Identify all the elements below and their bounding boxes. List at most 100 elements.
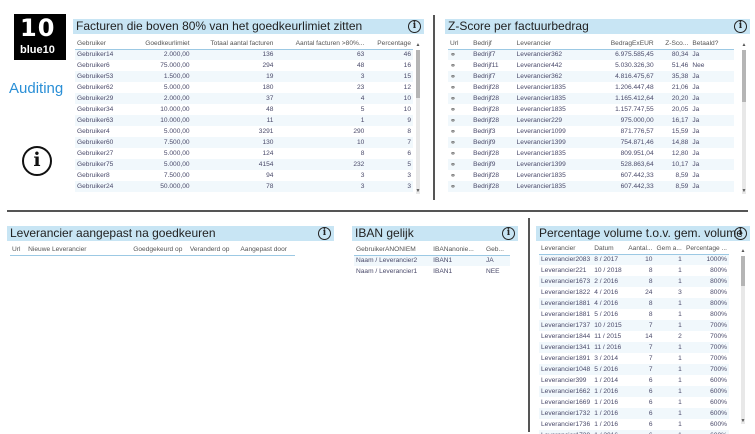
table-row[interactable]: ⚭ Bedrijf28 Leverancier1835 809.951,04 12,80… xyxy=(448,148,734,159)
table-row[interactable]: ⚭ Bedrijf9 Leverancier1399 528.863,64 10,17 J… xyxy=(448,159,734,170)
link-icon[interactable]: ⚭ xyxy=(448,126,472,137)
scrollbar-thumb[interactable] xyxy=(742,50,746,102)
table-row[interactable]: Gebruiker75 5.000,00 4154 232 5 xyxy=(75,159,413,170)
table-row[interactable]: Gebruiker14 2.000,00 136 63 46 xyxy=(75,49,413,60)
table-row[interactable]: Leverancier1662 1 / 2016 6 1 600% xyxy=(539,386,729,397)
info-icon[interactable]: i xyxy=(318,227,331,240)
info-icon[interactable]: i xyxy=(22,146,52,176)
table-row[interactable]: Leverancier1822 4 / 2016 24 3 800% xyxy=(539,287,729,298)
table-row[interactable]: Gebruiker60 7.500,00 130 10 7 xyxy=(75,137,413,148)
info-icon[interactable]: i xyxy=(502,227,515,240)
link-icon[interactable]: ⚭ xyxy=(448,148,472,159)
table-row[interactable]: ⚭ Bedrijf3 Leverancier1099 871.776,57 15,59 J… xyxy=(448,126,734,137)
column-header[interactable]: Percentage ... xyxy=(683,243,729,255)
table-row[interactable]: Gebruiker27 5.000,00 124 8 6 xyxy=(75,148,413,159)
table-row[interactable]: Leverancier221 10 / 2018 8 1 800% xyxy=(539,265,729,276)
table-row[interactable]: Gebruiker62 5.000,00 180 23 12 xyxy=(75,82,413,93)
vertical-scrollbar[interactable] xyxy=(741,256,745,424)
table-row[interactable]: Naam / Leverancier1 IBAN1 NEE xyxy=(354,266,510,277)
table-row[interactable]: Gebruiker63 10.000,00 11 1 9 xyxy=(75,115,413,126)
table-row[interactable]: Leverancier1737 10 / 2015 7 1 700% xyxy=(539,320,729,331)
table-row[interactable]: ⚭ Bedrijf28 Leverancier1835 1.165.412,64 20,… xyxy=(448,93,734,104)
table-row[interactable]: Gebruiker8 7.500,00 94 3 3 xyxy=(75,170,413,181)
table-row[interactable]: ⚭ Bedrijf28 Leverancier1835 1.157.747,55 20,… xyxy=(448,104,734,115)
table-row[interactable]: Gebruiker29 2.000,00 37 4 10 xyxy=(75,93,413,104)
column-header[interactable]: Url xyxy=(448,38,472,50)
table-row[interactable]: Leverancier1736 1 / 2016 6 1 600% xyxy=(539,419,729,430)
column-header[interactable]: Aantal facturen >80%... xyxy=(275,38,367,50)
column-header[interactable]: Betaald? xyxy=(690,38,734,50)
column-header[interactable]: Url xyxy=(10,244,27,256)
column-header[interactable]: Totaal aantal facturen xyxy=(191,38,276,50)
column-header[interactable]: Goedgekeurd op xyxy=(131,244,188,256)
column-header[interactable]: Nieuwe Leverancier xyxy=(26,244,132,256)
link-icon[interactable]: ⚭ xyxy=(448,71,472,82)
table-row[interactable]: Leverancier2083 8 / 2017 10 1 1000% xyxy=(539,254,729,265)
scrollbar-thumb[interactable] xyxy=(741,256,745,286)
table-row[interactable]: ⚭ Bedrijf11 Leverancier442 5.030.326,30 51,4… xyxy=(448,60,734,71)
table-row[interactable]: Gebruiker4 5.000,00 3291 290 8 xyxy=(75,126,413,137)
scroll-down-arrow[interactable]: ▼ xyxy=(740,418,746,424)
vertical-scrollbar[interactable] xyxy=(742,50,746,194)
table-row[interactable]: ⚭ Bedrijf7 Leverancier362 6.975.585,45 80,34… xyxy=(448,49,734,60)
table-row[interactable]: Leverancier1669 1 / 2016 6 1 600% xyxy=(539,397,729,408)
table-row[interactable]: Leverancier399 1 / 2014 6 1 600% xyxy=(539,375,729,386)
table-row[interactable]: Leverancier1844 11 / 2015 14 2 700% xyxy=(539,331,729,342)
column-header[interactable]: BedragExEUR xyxy=(588,38,656,50)
scroll-up-arrow[interactable]: ▲ xyxy=(741,42,747,48)
link-icon[interactable]: ⚭ xyxy=(448,159,472,170)
info-icon[interactable]: i xyxy=(734,227,747,240)
column-header[interactable]: Gebruiker xyxy=(75,38,127,50)
table-row[interactable]: Leverancier1048 5 / 2016 7 1 700% xyxy=(539,364,729,375)
column-header[interactable]: Leverancier xyxy=(514,38,589,50)
table-row[interactable]: ⚭ Bedrijf9 Leverancier1399 754.871,46 14,88 J… xyxy=(448,137,734,148)
column-header[interactable]: Geb... xyxy=(483,244,510,256)
column-header[interactable]: GebruikerANONIEM xyxy=(354,244,432,256)
scroll-up-arrow[interactable]: ▲ xyxy=(740,248,746,254)
column-header[interactable]: Veranderd op xyxy=(187,244,239,256)
column-header[interactable]: Percentage xyxy=(366,38,413,50)
table-row[interactable]: Leverancier1891 3 / 2014 7 1 700% xyxy=(539,353,729,364)
table-row[interactable]: Leverancier1881 4 / 2016 8 1 800% xyxy=(539,298,729,309)
link-icon[interactable]: ⚭ xyxy=(448,93,472,104)
column-header[interactable]: Datum xyxy=(592,243,627,255)
table-row[interactable]: ⚭ Bedrijf28 Leverancier229 975.000,00 16,17 J… xyxy=(448,115,734,126)
link-icon[interactable]: ⚭ xyxy=(448,170,472,181)
info-icon[interactable]: i xyxy=(408,20,421,33)
table-row[interactable]: ⚭ Bedrijf28 Leverancier1835 1.206.447,48 21,… xyxy=(448,82,734,93)
column-header[interactable]: Gem a... xyxy=(654,243,684,255)
table-row[interactable]: Leverancier1673 2 / 2016 8 1 800% xyxy=(539,276,729,287)
vertical-scrollbar[interactable] xyxy=(416,50,420,194)
table-row[interactable]: ⚭ Bedrijf28 Leverancier1835 607.442,33 8,59 J… xyxy=(448,181,734,192)
link-icon[interactable]: ⚭ xyxy=(448,49,472,60)
column-header[interactable]: Z-Sco... xyxy=(655,38,691,50)
link-icon[interactable]: ⚭ xyxy=(448,181,472,192)
table-row[interactable]: Leverancier1881 5 / 2016 8 1 800% xyxy=(539,309,729,320)
table-row[interactable]: Gebruiker34 10.000,00 48 5 10 xyxy=(75,104,413,115)
scroll-down-arrow[interactable]: ▼ xyxy=(741,188,747,194)
info-icon[interactable]: i xyxy=(734,20,747,33)
link-icon[interactable]: ⚭ xyxy=(448,137,472,148)
link-icon[interactable]: ⚭ xyxy=(448,82,472,93)
column-header[interactable]: Aantal... xyxy=(626,243,655,255)
table-row[interactable]: Gebruiker6 75.000,00 294 48 16 xyxy=(75,60,413,71)
scrollbar-thumb[interactable] xyxy=(416,50,420,98)
table-row[interactable]: ⚭ Bedrijf28 Leverancier1835 607.442,33 8,59 J… xyxy=(448,170,734,181)
link-icon[interactable]: ⚭ xyxy=(448,104,472,115)
scroll-up-arrow[interactable]: ▲ xyxy=(415,42,421,48)
column-header[interactable]: Leverancier xyxy=(539,243,593,255)
scroll-down-arrow[interactable]: ▼ xyxy=(415,188,421,194)
link-icon[interactable]: ⚭ xyxy=(448,115,472,126)
table-row[interactable]: Leverancier1732 1 / 2016 6 1 600% xyxy=(539,408,729,419)
table-row[interactable]: Leverancier1341 11 / 2016 7 1 700% xyxy=(539,342,729,353)
column-header[interactable]: Bedrijf xyxy=(471,38,515,50)
table-row[interactable]: ⚭ Bedrijf7 Leverancier362 4.816.475,67 35,38… xyxy=(448,71,734,82)
table-row[interactable]: Gebruiker24 50.000,00 78 3 3 xyxy=(75,181,413,192)
table-row[interactable]: Gebruiker53 1.500,00 19 3 15 xyxy=(75,71,413,82)
column-header[interactable]: Goedkeurlimiet xyxy=(126,38,192,50)
link-icon[interactable]: ⚭ xyxy=(448,60,472,71)
table-row[interactable]: Naam / Leverancier2 IBAN1 JA xyxy=(354,255,510,266)
column-header[interactable]: IBANanonie... xyxy=(431,244,484,256)
column-header[interactable]: Aangepast door xyxy=(238,244,295,256)
